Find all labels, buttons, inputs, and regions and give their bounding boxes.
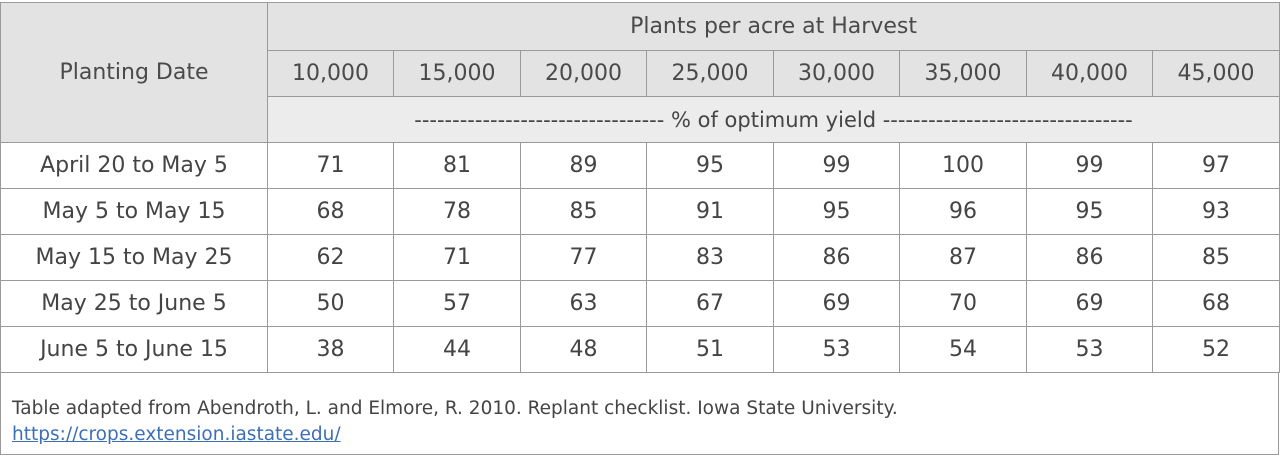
table-cell: 97 xyxy=(1151,142,1280,189)
table-cell: 44 xyxy=(393,326,521,373)
table-cell: 57 xyxy=(393,280,521,327)
table-cell: 53 xyxy=(1026,326,1153,373)
yield-table: Planting Date Plants per acre at Harvest… xyxy=(0,2,1280,373)
plants-per-acre-header: Plants per acre at Harvest xyxy=(266,2,1280,51)
table-row: May 25 to June 5 50 57 63 67 69 70 69 68 xyxy=(0,280,1280,327)
table-cell: 69 xyxy=(773,280,900,327)
table-cell: 86 xyxy=(773,234,900,281)
column-header: 35,000 xyxy=(899,50,1027,97)
table-cell: 87 xyxy=(899,234,1027,281)
table-cell: 81 xyxy=(393,142,521,189)
table-cell: 68 xyxy=(1151,280,1280,327)
table-cell: 77 xyxy=(520,234,647,281)
table-cell: 83 xyxy=(646,234,774,281)
table-cell: 93 xyxy=(1151,188,1280,235)
table-cell: 51 xyxy=(646,326,774,373)
footnote-citation: Table adapted from Abendroth, L. and Elm… xyxy=(12,398,898,419)
table-cell: 38 xyxy=(267,326,394,373)
row-label: April 20 to May 5 xyxy=(0,142,268,189)
table-cell: 54 xyxy=(899,326,1027,373)
table-cell: 85 xyxy=(1151,234,1280,281)
column-header: 45,000 xyxy=(1151,50,1280,97)
table-cell: 99 xyxy=(773,142,900,189)
column-header: 20,000 xyxy=(520,50,647,97)
table-cell: 86 xyxy=(1026,234,1153,281)
table-cell: 85 xyxy=(520,188,647,235)
table-cell: 95 xyxy=(1026,188,1153,235)
column-header: 10,000 xyxy=(267,50,394,97)
table-cell: 100 xyxy=(899,142,1027,189)
planting-date-header: Planting Date xyxy=(0,2,268,143)
row-label: May 25 to June 5 xyxy=(0,280,268,327)
row-label: May 5 to May 15 xyxy=(0,188,268,235)
table-cell: 96 xyxy=(899,188,1027,235)
table-cell: 68 xyxy=(267,188,394,235)
table-footnote: Table adapted from Abendroth, L. and Elm… xyxy=(12,396,898,448)
column-header: 25,000 xyxy=(646,50,774,97)
table-cell: 89 xyxy=(520,142,647,189)
table-cell: 95 xyxy=(646,142,774,189)
table-cell: 52 xyxy=(1151,326,1280,373)
table-cell: 91 xyxy=(646,188,774,235)
table-cell: 50 xyxy=(267,280,394,327)
column-header: 30,000 xyxy=(773,50,900,97)
yield-table-container: Planting Date Plants per acre at Harvest… xyxy=(0,2,1280,455)
table-cell: 99 xyxy=(1026,142,1153,189)
table-cell: 48 xyxy=(520,326,647,373)
column-header: 15,000 xyxy=(393,50,521,97)
table-cell: 62 xyxy=(267,234,394,281)
table-cell: 63 xyxy=(520,280,647,327)
column-header: 40,000 xyxy=(1026,50,1153,97)
table-cell: 71 xyxy=(267,142,394,189)
table-cell: 53 xyxy=(773,326,900,373)
percent-optimum-yield-label: --------------------------------- % of o… xyxy=(266,96,1280,143)
table-row: April 20 to May 5 71 81 89 95 99 100 99 … xyxy=(0,142,1280,189)
table-cell: 67 xyxy=(646,280,774,327)
row-label: May 15 to May 25 xyxy=(0,234,268,281)
table-row: May 15 to May 25 62 71 77 83 86 87 86 85 xyxy=(0,234,1280,281)
table-cell: 78 xyxy=(393,188,521,235)
table-row: June 5 to June 15 38 44 48 51 53 54 53 5… xyxy=(0,326,1280,373)
table-cell: 70 xyxy=(899,280,1027,327)
table-cell: 71 xyxy=(393,234,521,281)
source-link[interactable]: https://crops.extension.iastate.edu/ xyxy=(12,424,341,445)
table-row: May 5 to May 15 68 78 85 91 95 96 95 93 xyxy=(0,188,1280,235)
row-label: June 5 to June 15 xyxy=(0,326,268,373)
table-cell: 95 xyxy=(773,188,900,235)
table-cell: 69 xyxy=(1026,280,1153,327)
